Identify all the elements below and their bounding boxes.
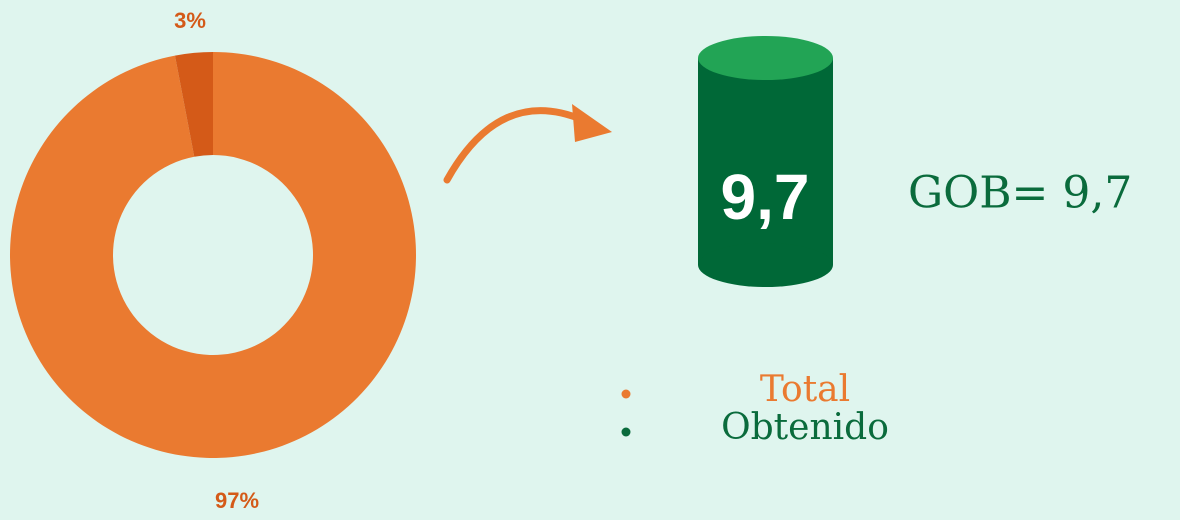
value-label: 97%: [215, 488, 259, 513]
cylinder-bottom: [698, 243, 833, 287]
value-label: 3%: [174, 8, 206, 33]
annotation: GOB= 9,7: [908, 168, 1132, 219]
legend-label: Obtenido: [721, 407, 889, 448]
cylinder-label: 9,7: [721, 161, 810, 233]
pie-slice: [10, 52, 416, 458]
arrow: [443, 107, 587, 184]
cylinder-top: [698, 36, 833, 80]
cylinder-body: [698, 58, 833, 265]
legend-label: Total: [760, 369, 850, 410]
legend-marker: [621, 427, 631, 437]
pie-slice: [174, 52, 213, 157]
arrow-head: [572, 104, 612, 142]
legend-marker: [621, 389, 631, 399]
